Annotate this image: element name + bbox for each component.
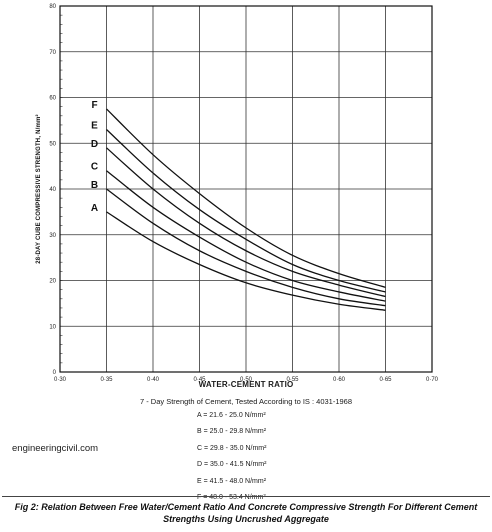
curve-label-b: B — [91, 180, 98, 191]
curve-b — [106, 188, 386, 307]
axes — [59, 5, 433, 373]
curve-a — [106, 211, 386, 311]
x-tick-label: 0·30 — [54, 377, 67, 383]
x-tick-label: 0·40 — [147, 377, 160, 383]
x-tick-label: 0·45 — [193, 377, 206, 383]
y-tick-label: 80 — [49, 4, 56, 10]
legend-entry-d: D = 35.0 - 41.5 N/mm² — [197, 461, 267, 469]
y-tick-label: 0 — [53, 370, 57, 376]
chart-plot: 0·30 0·35 0·40 0·45 0·50 0·55 0·60 0·65 0·70 0 10 2… — [35, 4, 439, 383]
curve-f — [106, 108, 386, 288]
curve-label-a: A — [91, 203, 98, 214]
y-tick-label: 50 — [49, 141, 56, 147]
tick-labels: 0·30 0·35 0·40 0·45 0·50 0·55 0·60 0·65 0·70 0 10 2… — [49, 4, 438, 383]
legend-entry-e: E = 41.5 - 48.0 N/mm² — [197, 477, 267, 485]
x-tick-label: 0·65 — [379, 377, 392, 383]
grid — [59, 5, 433, 373]
x-tick-label: 0·35 — [100, 377, 113, 383]
legend-entry-a: A = 21.6 - 25.0 N/mm² — [197, 412, 266, 419]
legend-entry-c: C = 29.8 - 35.0 N/mm² — [197, 444, 267, 452]
caption-divider — [2, 496, 490, 497]
curves — [106, 108, 386, 311]
legend-entry-f: F = 48.0 - 53.4 N/mm² — [197, 493, 266, 501]
legend-entry-b: B = 25.0 - 29.8 N/mm² — [197, 428, 267, 436]
curve-label-c: C — [91, 162, 98, 173]
plot-frame — [59, 5, 433, 373]
y-tick-label: 10 — [49, 324, 56, 330]
x-tick-label: 0·60 — [333, 377, 346, 383]
curve-label-f: F — [91, 100, 97, 111]
y-tick-label: 20 — [49, 279, 56, 285]
curve-c — [106, 170, 386, 302]
y-tick-label: 30 — [49, 233, 56, 239]
x-axis-label: WATER-CEMENT RATIO — [198, 380, 294, 389]
x-tick-label: 0·50 — [240, 377, 253, 383]
x-tick-label: 0·55 — [286, 377, 299, 383]
curve-e — [106, 129, 386, 293]
watermark: engineeringcivil.com — [12, 443, 99, 454]
x-tick-label: 0·70 — [426, 377, 439, 383]
curve-d — [106, 147, 386, 298]
y-tick-label: 70 — [49, 50, 56, 56]
legend: A = 21.6 - 25.0 N/mm² B = 25.0 - 29.8 N/… — [197, 411, 266, 509]
y-axis-label: 28-DAY CUBE COMPRESSIVE STRENGTH, N/mm² — [35, 114, 42, 264]
y-tick-label: 40 — [49, 187, 56, 193]
y-tick-label: 60 — [49, 96, 56, 102]
curve-label-d: D — [91, 139, 98, 150]
legend-title: 7 - Day Strength of Cement, Tested Accor… — [139, 397, 353, 406]
curve-label-e: E — [91, 121, 98, 132]
figure-caption: Fig 2: Relation Between Free Water/Cemen… — [14, 502, 478, 524]
